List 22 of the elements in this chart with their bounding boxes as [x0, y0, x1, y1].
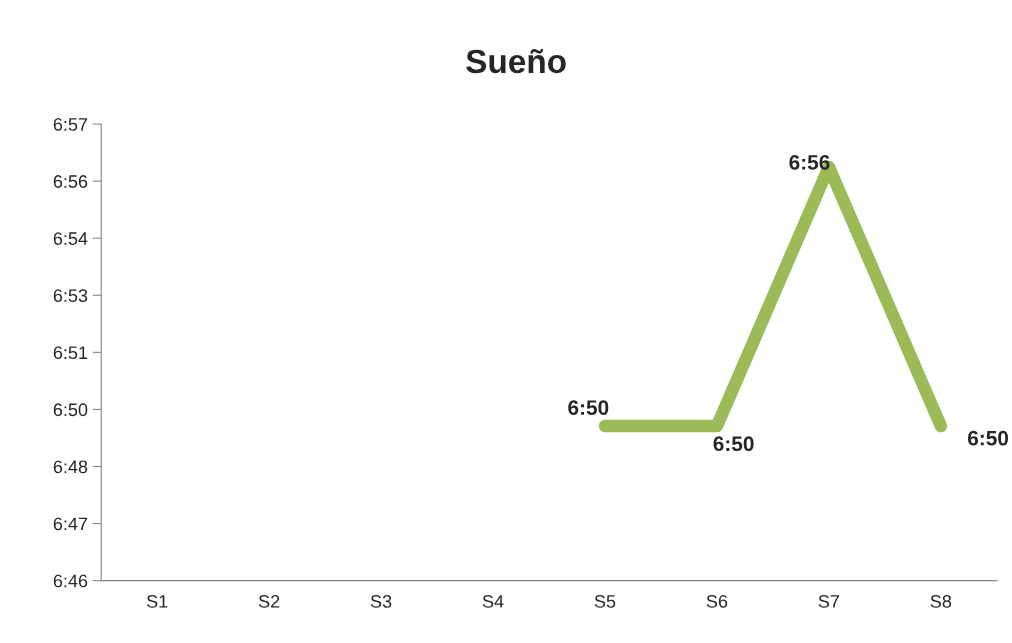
data-label: 6:50: [713, 436, 754, 452]
y-tick-label: 6:56: [53, 175, 88, 188]
data-label: 6:50: [568, 400, 609, 415]
y-tick-label: 6:54: [53, 232, 88, 245]
x-tick-label: S2: [258, 594, 280, 608]
x-tick-label: S1: [146, 594, 168, 608]
data-label: 6:56: [789, 154, 830, 170]
x-tick-label: S6: [706, 594, 728, 608]
y-tick-label: 6:57: [53, 118, 88, 131]
x-tick-label: S4: [482, 594, 504, 608]
x-tick-label: S5: [594, 594, 616, 608]
y-tick-label: 6:48: [53, 460, 88, 474]
y-tick-label: 6:47: [53, 517, 88, 531]
chart-title: Sueño: [466, 48, 566, 74]
data-label: 6:50: [967, 430, 1009, 446]
y-tick-label: 6:50: [53, 403, 88, 417]
y-tick-label: 6:51: [53, 346, 88, 360]
x-tick-label: S7: [818, 594, 840, 608]
x-tick-label: S3: [370, 594, 392, 608]
y-tick-label: 6:53: [53, 289, 88, 303]
y-tick-label: 6:46: [53, 574, 88, 588]
x-tick-label: S8: [930, 594, 952, 608]
